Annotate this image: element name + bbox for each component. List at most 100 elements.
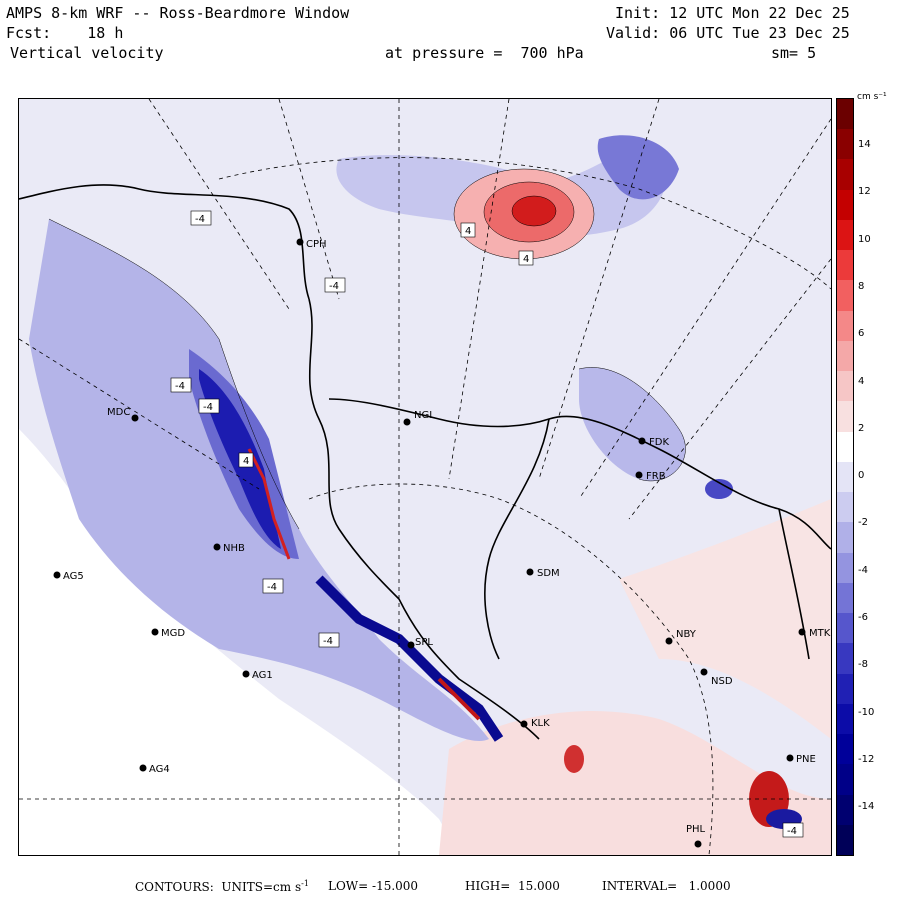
contour-label: -4	[787, 826, 797, 837]
colorbar-segment	[837, 613, 853, 645]
contour-label: -4	[267, 582, 277, 593]
colorbar-tick-label: 14	[858, 139, 871, 150]
station-marker: MGD	[151, 628, 185, 639]
graticule	[19, 99, 831, 855]
svg-text:AG1: AG1	[252, 670, 273, 681]
positive-core	[512, 196, 556, 226]
station-marker: AG1	[242, 670, 273, 681]
colorbar-segment	[837, 794, 853, 826]
svg-text:MGD: MGD	[161, 628, 185, 639]
init-time: Init: 12 UTC Mon 22 Dec 25	[615, 4, 850, 22]
station-marker: MTK	[798, 628, 831, 639]
colorbar-segment	[837, 734, 853, 766]
svg-text:AG4: AG4	[149, 764, 170, 775]
svg-text:PHL: PHL	[686, 824, 706, 835]
station-marker: CPH	[296, 238, 327, 250]
colorbar-segment	[837, 280, 853, 312]
station-marker: KLK	[520, 718, 550, 729]
station-marker: FDK	[638, 437, 669, 448]
colorbar-tick-label: 8	[858, 280, 865, 292]
colorbar-tick-label: -6	[858, 612, 868, 623]
colorbar-tick-label: -14	[858, 801, 875, 813]
svg-text:NHB: NHB	[223, 543, 245, 554]
colorbar-tick-label: 12	[858, 186, 871, 198]
colorbar-tick-label: -4	[858, 564, 868, 576]
svg-text:PNE: PNE	[796, 754, 816, 765]
station-marker: AG5	[53, 571, 84, 582]
colorbar-segment	[837, 189, 853, 221]
contour-label: 4	[243, 456, 249, 467]
contour-label: -4	[323, 636, 333, 647]
station-marker: NBY	[665, 629, 697, 645]
colorbar-segment	[837, 310, 853, 342]
colorbar-tick-label: 4	[858, 375, 865, 387]
colorbar-segment	[837, 250, 853, 282]
station-group: CPH NGL MDC FDK FRB SDM AG5 MGD AG1 NBY …	[53, 238, 831, 848]
colorbar-unit: cm s⁻¹	[857, 92, 887, 102]
svg-text:NBY: NBY	[676, 629, 697, 640]
svg-text:SDM: SDM	[537, 568, 560, 579]
svg-text:CPH: CPH	[306, 239, 327, 250]
colorbar-segment	[837, 340, 853, 373]
station-marker: NGL	[403, 410, 435, 426]
colorbar-segment	[837, 522, 853, 554]
colorbar-segment	[837, 643, 853, 675]
positive-core	[564, 745, 584, 773]
contour-label: -4	[175, 381, 185, 392]
colorbar-segment	[837, 371, 853, 403]
pressure-level: at pressure = 700 hPa	[385, 44, 584, 62]
footer-units-sup: -1	[301, 879, 309, 888]
footer-units: CONTOURS: UNITS=cm s	[135, 880, 302, 894]
svg-text:MTK: MTK	[809, 628, 831, 639]
colorbar-segment	[837, 703, 853, 736]
contour-label: 4	[523, 254, 529, 265]
footer-contours: CONTOURS: UNITS=cm s-1	[135, 879, 309, 894]
colorbar-segment	[837, 582, 853, 615]
station-marker: FRB	[635, 471, 666, 482]
station-marker: SPL	[407, 637, 433, 649]
colorbar-tick-label: 0	[858, 470, 865, 482]
vertical-velocity-map: -4 -4 -4 -4 -4 4 4 4 -4 -4 CPH NGL MDC F…	[19, 99, 831, 855]
mountain-streak	[437, 677, 481, 721]
contour-label-group: -4 -4 -4 -4 -4 4 4 4 -4 -4	[170, 210, 804, 838]
positive-region	[439, 710, 831, 855]
svg-text:FDK: FDK	[649, 437, 669, 448]
station-marker: PNE	[786, 754, 816, 765]
colorbar-segment	[837, 129, 853, 161]
colorbar-segment	[837, 431, 853, 463]
footer-high: HIGH= 15.000	[465, 879, 560, 893]
positive-region	[619, 499, 831, 739]
colorbar-segment	[837, 764, 853, 796]
station-marker: PHL	[686, 824, 706, 848]
colorbar-segment	[837, 552, 853, 584]
colorbar-tick-label: 10	[858, 233, 871, 245]
coastline	[19, 184, 831, 740]
negative-core	[705, 479, 733, 499]
colorbar-segment	[837, 159, 853, 191]
svg-text:AG5: AG5	[63, 571, 84, 582]
svg-text:KLK: KLK	[531, 718, 550, 729]
colorbar-segment	[837, 219, 853, 252]
colorbar-tick-label: 6	[858, 328, 865, 340]
no-data-region	[19, 429, 459, 855]
smoothing: sm= 5	[771, 44, 817, 62]
station-marker: AG4	[139, 764, 170, 775]
station-marker: NHB	[213, 543, 245, 554]
svg-text:SPL: SPL	[415, 637, 433, 648]
colorbar-segment	[837, 401, 853, 433]
mountain-streak	[315, 575, 504, 742]
footer-interval: INTERVAL= 1.0000	[602, 879, 731, 893]
contour-label: -4	[329, 281, 339, 292]
svg-text:NGL: NGL	[414, 410, 435, 421]
contour-label: -4	[203, 402, 213, 413]
colorbar-segment	[837, 673, 853, 705]
field-name: Vertical velocity	[10, 44, 164, 62]
colorbar-tick-label: -10	[858, 706, 875, 718]
colorbar-segment	[837, 824, 853, 855]
negative-region	[579, 367, 686, 481]
contour-label: -4	[195, 214, 205, 225]
footer-low: LOW= -15.000	[328, 879, 419, 893]
map-panel: -4 -4 -4 -4 -4 4 4 4 -4 -4 CPH NGL MDC F…	[18, 98, 832, 856]
forecast-hour: Fcst: 18 h	[6, 24, 124, 42]
colorbar	[836, 98, 854, 856]
